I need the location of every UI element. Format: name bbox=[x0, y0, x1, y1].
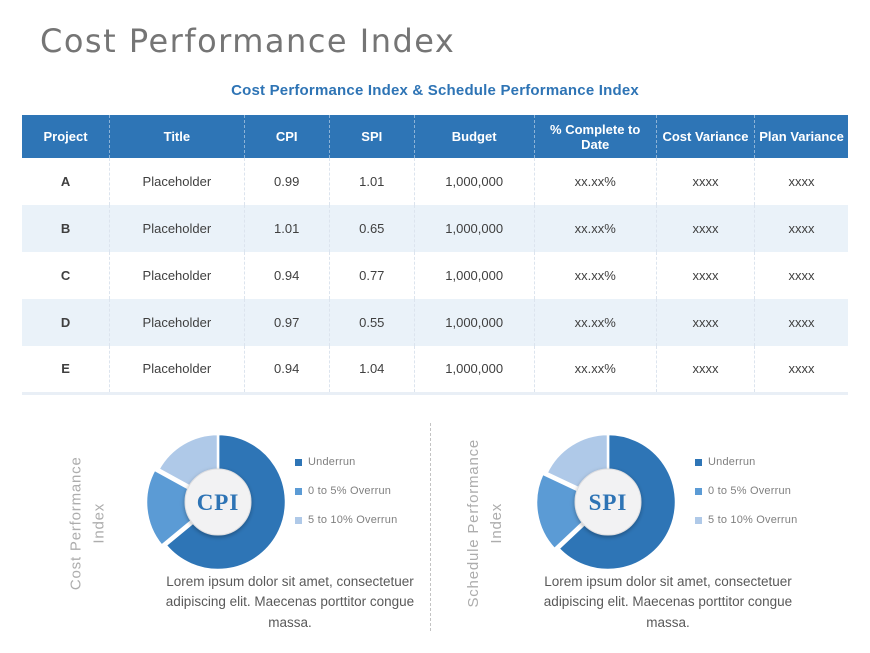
slide-subtitle: Cost Performance Index & Schedule Perfor… bbox=[231, 82, 639, 99]
header-cell: Plan Variance bbox=[754, 115, 848, 158]
table-cell: 0.99 bbox=[244, 158, 330, 205]
legend-item: 5 to 10% Overrun bbox=[295, 514, 397, 526]
table-row: E Placeholder 0.94 1.04 1,000,000 xx.xx% xxxx x… bbox=[22, 346, 848, 393]
table-cell: xxxx bbox=[788, 221, 815, 236]
table-cell: Placeholder bbox=[109, 252, 245, 299]
legend-item: 0 to 5% Overrun bbox=[295, 485, 397, 497]
page-title: Cost Performance Index bbox=[40, 22, 456, 60]
legend-label: Underrun bbox=[308, 456, 356, 468]
legend-color-swatch bbox=[295, 458, 302, 466]
header-cell: Cost Variance bbox=[656, 115, 756, 158]
table-row: C Placeholder 0.94 0.77 1,000,000 xx.xx% xxxx x… bbox=[22, 252, 848, 299]
donut-hole bbox=[184, 468, 252, 536]
cpi-caption: Lorem ipsum dolor sit amet, consectetuer… bbox=[165, 574, 415, 630]
table-cell: Placeholder bbox=[109, 205, 245, 252]
table-body: A Placeholder 0.99 1.01 1,000,000 xx.xx% xxxx x… bbox=[22, 158, 848, 393]
side-label-line1: Schedule Performance bbox=[464, 438, 482, 608]
cpi-side-label: Cost Performance Index bbox=[55, 425, 121, 621]
table-header-row: Project Title CPI SPI Budget% Complete to Da… bbox=[22, 115, 848, 158]
table-cell: 1,000,000 bbox=[414, 346, 535, 393]
donut-slice-0-to-5-overrun bbox=[534, 472, 607, 551]
table-cell: xxxx bbox=[656, 346, 756, 393]
table-cell: xx.xx% bbox=[534, 205, 657, 252]
donut-slice-0-to-5-overrun bbox=[144, 467, 217, 548]
legend-label: Underrun bbox=[708, 456, 756, 468]
section-divider-dashed-line bbox=[430, 423, 431, 631]
spi-section: Schedule Performance Index SPI Underrun 0… bbox=[452, 425, 827, 651]
donut-center-label: SPI bbox=[589, 490, 628, 515]
table-cell: 0.77 bbox=[329, 252, 415, 299]
spi-legend: Underrun 0 to 5% Overrun 5 to 10% Overrun bbox=[695, 456, 797, 543]
table-cell: 0.55 bbox=[329, 299, 415, 346]
table-cell: 0.65 bbox=[329, 205, 415, 252]
side-label-line2: Index bbox=[488, 502, 505, 544]
table-cell: xxxx bbox=[656, 299, 756, 346]
donut-hole bbox=[574, 468, 642, 536]
header-cell: Project bbox=[22, 115, 111, 158]
spi-caption: Lorem ipsum dolor sit amet, consectetuer… bbox=[543, 574, 793, 630]
header-cell: CPI bbox=[244, 115, 330, 158]
table-cell: 0.94 bbox=[244, 346, 330, 393]
cpi-table: Project Title CPI SPI Budget% Complete to Da… bbox=[22, 115, 848, 395]
table-cell: xx.xx% bbox=[534, 346, 657, 393]
header-cell: Budget bbox=[414, 115, 535, 158]
table-cell: 0.94 bbox=[244, 252, 330, 299]
table-cell: Placeholder bbox=[109, 158, 245, 205]
legend-item: 5 to 10% Overrun bbox=[695, 514, 797, 526]
legend-item: 0 to 5% Overrun bbox=[695, 485, 797, 497]
table-cell: 1.01 bbox=[329, 158, 415, 205]
table-cell: D bbox=[22, 299, 111, 346]
table-cell: 1.04 bbox=[329, 346, 415, 393]
table-cell: xx.xx% bbox=[534, 252, 657, 299]
cpi-section: Cost Performance Index CPI Underrun 0 to … bbox=[55, 425, 430, 651]
table-row: D Placeholder 0.97 0.55 1,000,000 xx.xx% xxxx x… bbox=[22, 299, 848, 346]
table-cell: Placeholder bbox=[109, 299, 245, 346]
table-cell: xxxx bbox=[788, 315, 815, 330]
legend-color-swatch bbox=[695, 516, 702, 524]
cpi-donut-chart: CPI bbox=[144, 432, 288, 572]
table-cell: Placeholder bbox=[109, 346, 245, 393]
table-cell: xxxx bbox=[656, 158, 756, 205]
table-cell: C bbox=[22, 252, 111, 299]
table-cell: xxxx bbox=[788, 361, 815, 377]
table-cell: B bbox=[22, 205, 111, 252]
table-row: B Placeholder 1.01 0.65 1,000,000 xx.xx% xxxx x… bbox=[22, 205, 848, 252]
legend-item: Underrun bbox=[295, 456, 397, 468]
table-cell: 0.97 bbox=[244, 299, 330, 346]
legend-label: 0 to 5% Overrun bbox=[708, 485, 792, 497]
table-cell: xx.xx% bbox=[534, 299, 657, 346]
table-cell: xx.xx% bbox=[534, 158, 657, 205]
header-cell: SPI bbox=[329, 115, 415, 158]
header-cell: % Complete to Date bbox=[534, 115, 657, 158]
legend-color-swatch bbox=[695, 458, 702, 466]
table-row: A Placeholder 0.99 1.01 1,000,000 xx.xx% xxxx x… bbox=[22, 158, 848, 205]
table-cell: xxxx bbox=[788, 268, 815, 283]
table-cell: 1,000,000 bbox=[414, 299, 535, 346]
table-cell: xxxx bbox=[656, 205, 756, 252]
legend-color-swatch bbox=[295, 516, 302, 524]
legend-label: 5 to 10% Overrun bbox=[708, 514, 798, 526]
legend-item: Underrun bbox=[695, 456, 797, 468]
spi-donut-chart: SPI bbox=[534, 432, 678, 572]
table-cell: A bbox=[22, 158, 111, 205]
donut-center-label: CPI bbox=[197, 490, 240, 515]
side-label-line1: Cost Performance bbox=[67, 456, 85, 590]
table-cell: 1,000,000 bbox=[414, 205, 535, 252]
table-cell: xxxx bbox=[656, 252, 756, 299]
legend-label: 5 to 10% Overrun bbox=[308, 514, 398, 526]
side-label-line2: Index bbox=[91, 502, 108, 544]
cpi-legend: Underrun 0 to 5% Overrun 5 to 10% Overrun bbox=[295, 456, 397, 543]
table-cell: 1,000,000 bbox=[414, 158, 535, 205]
header-cell: Title bbox=[109, 115, 245, 158]
table-cell: 1,000,000 bbox=[414, 252, 535, 299]
table-cell: E bbox=[22, 346, 111, 393]
table-cell: xxxx bbox=[788, 174, 815, 189]
spi-side-label: Schedule Performance Index bbox=[452, 425, 518, 621]
legend-color-swatch bbox=[695, 487, 702, 495]
table-cell: 1.01 bbox=[244, 205, 330, 252]
legend-label: 0 to 5% Overrun bbox=[308, 485, 392, 497]
legend-color-swatch bbox=[295, 487, 302, 495]
